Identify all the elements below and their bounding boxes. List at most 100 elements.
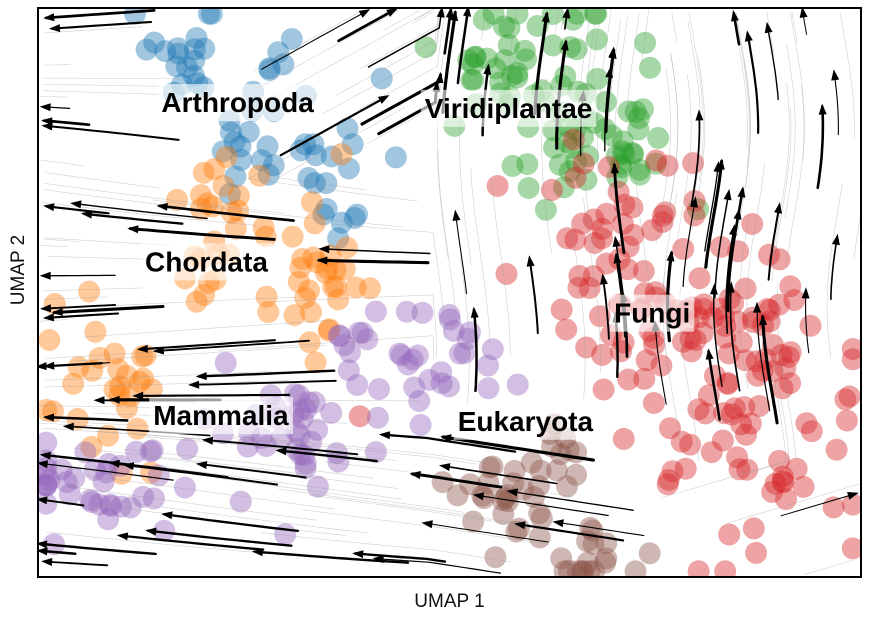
chordata-point	[196, 192, 219, 215]
faint-streamline	[215, 477, 464, 513]
faint-streamline	[40, 159, 85, 167]
streamline	[41, 303, 117, 310]
mammalia-point	[125, 440, 148, 463]
viridiplantae-point	[627, 107, 650, 130]
eukaryota-point	[582, 532, 605, 555]
chordata-point	[291, 248, 314, 270]
streamline	[441, 435, 595, 462]
faint-streamline	[324, 461, 574, 497]
chordata-label-background	[141, 243, 273, 281]
mammalia-point	[173, 476, 196, 499]
fungi-point	[621, 196, 644, 219]
faint-streamline	[308, 494, 558, 532]
streamline	[729, 283, 741, 392]
mammalia-point	[291, 406, 314, 429]
mammalia-point	[506, 373, 529, 396]
mammalia-point	[55, 471, 78, 494]
streamline	[134, 393, 291, 397]
mammalia-point	[95, 461, 118, 484]
cluster-labels: Arthropoda Viridiplantae Chordata Fungi Mamm…	[141, 84, 695, 440]
faint-streamline	[414, 8, 436, 21]
streamline-arrowhead	[372, 555, 384, 564]
mammalia-point	[481, 338, 504, 361]
streamline-arrowhead	[847, 492, 859, 500]
eukaryota-point	[553, 560, 576, 577]
eukaryota-point	[529, 459, 552, 482]
faint-streamline	[40, 95, 68, 98]
mammalia-point	[139, 440, 162, 463]
fungi-point	[841, 493, 861, 516]
mammalia-point	[477, 354, 499, 377]
fungi-label: Fungi	[614, 298, 690, 329]
fungi-point	[612, 213, 634, 235]
arthropoda-point	[272, 53, 295, 76]
streamline-arrowhead	[38, 547, 48, 556]
fungi-point	[556, 227, 579, 250]
faint-streamline	[561, 10, 565, 30]
eukaryota-point	[624, 560, 647, 577]
faint-streamline	[626, 12, 640, 120]
chordata-point	[324, 258, 347, 281]
fungi-point	[632, 260, 655, 283]
x-axis-label: UMAP 1	[414, 591, 484, 612]
streamline	[39, 462, 174, 481]
mammalia-point	[364, 300, 387, 323]
chordata-point	[325, 275, 347, 298]
fungi-point	[659, 417, 681, 440]
streamline-arrowhead	[43, 203, 55, 212]
mammalia-point	[306, 418, 329, 441]
fungi-point	[834, 388, 857, 411]
chordata-point	[289, 256, 312, 279]
fungi-point	[622, 223, 645, 246]
faint-streamline	[470, 167, 490, 343]
fungi-point	[564, 228, 587, 251]
streamline-arrowhead	[483, 63, 492, 75]
streamline-arrowhead	[832, 233, 840, 246]
fungi-point	[841, 537, 861, 560]
fungi-label-group: Fungi	[610, 294, 695, 332]
streamline	[554, 521, 645, 537]
mammalia-point	[109, 454, 132, 477]
streamline-arrowhead	[201, 436, 214, 445]
streamline-arrowhead	[612, 235, 621, 248]
faint-streamline	[481, 9, 486, 41]
viridiplantae-point	[517, 177, 540, 199]
fungi-point	[730, 331, 753, 354]
fungi-point	[700, 441, 723, 464]
fungi-point	[741, 213, 764, 235]
streamline-arrowhead	[799, 8, 808, 18]
arthropoda-point	[304, 144, 327, 167]
viridiplantae-point	[585, 28, 608, 51]
fungi-point	[633, 367, 656, 390]
faint-streamline	[44, 380, 289, 388]
faint-streamline	[44, 183, 286, 214]
streamline-arrowhead	[831, 69, 840, 81]
fungi-point	[718, 523, 741, 546]
streamline-arrowhead	[713, 160, 722, 173]
streamline-arrowhead	[195, 372, 207, 381]
chordata-point	[317, 319, 340, 342]
fungi-point	[775, 488, 797, 511]
mammalia-point	[364, 441, 387, 464]
fungi-point	[716, 373, 739, 396]
streamline-arrowhead	[93, 396, 105, 405]
eukaryota-point	[484, 546, 507, 569]
fungi-point	[617, 368, 640, 391]
fungi-point	[571, 212, 594, 235]
viridiplantae-point	[462, 53, 484, 76]
streamline-arrowhead	[435, 71, 444, 84]
arthropoda-point	[229, 135, 252, 158]
chordata-point	[212, 174, 235, 197]
fungi-point	[841, 338, 861, 360]
plot-frame	[37, 7, 862, 578]
streamline-arrowhead	[132, 391, 144, 400]
mammalia-point	[294, 457, 317, 480]
eukaryota-point	[583, 560, 605, 577]
streamline	[690, 111, 701, 207]
streamline	[472, 308, 478, 393]
arthropoda-point	[302, 133, 325, 156]
viridiplantae-point	[627, 118, 650, 141]
streamline	[261, 10, 369, 70]
faint-streamline	[42, 287, 143, 292]
arthropoda-point	[193, 37, 216, 60]
